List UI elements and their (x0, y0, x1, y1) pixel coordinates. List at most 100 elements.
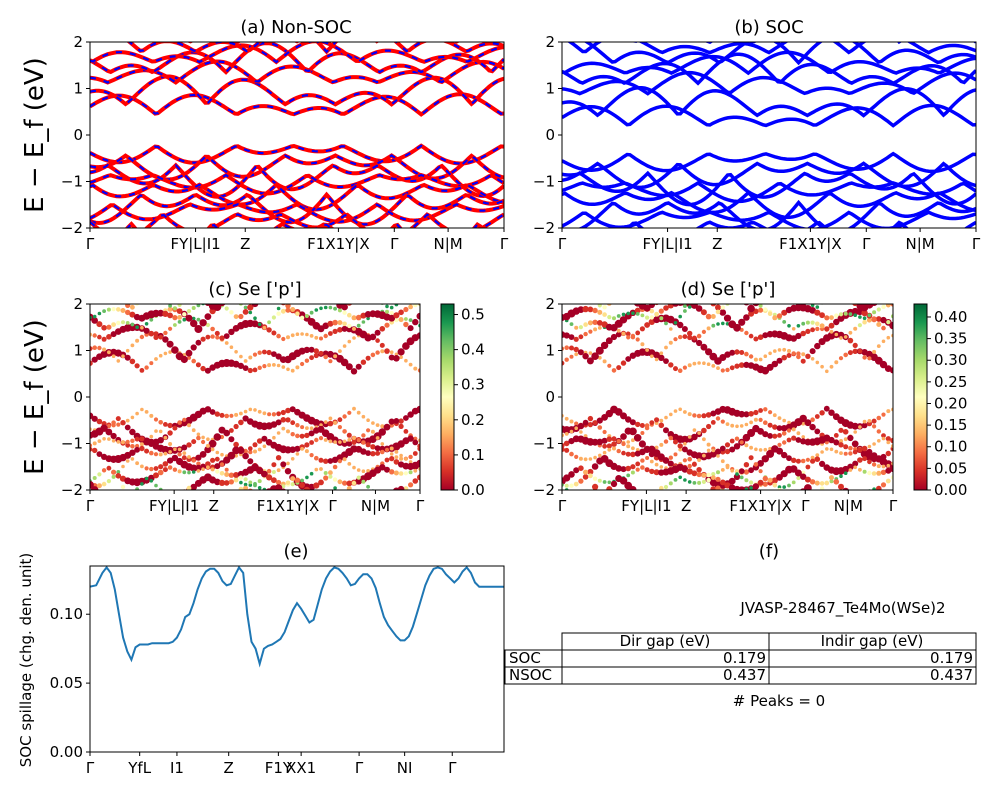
projection-point (196, 469, 201, 473)
projection-point (757, 428, 764, 435)
projection-point (758, 417, 763, 422)
projection-point (786, 455, 792, 462)
projection-point (838, 483, 844, 490)
projection-point (309, 426, 314, 431)
projection-point (384, 466, 390, 473)
projection-point (313, 348, 319, 354)
projection-point (706, 477, 711, 483)
projection-point (300, 447, 304, 451)
projection-point (242, 309, 249, 315)
projection-point (289, 446, 297, 454)
projection-point (398, 309, 404, 316)
projection-point (154, 429, 158, 433)
projection-point (243, 485, 249, 490)
projection-point (796, 431, 801, 436)
projection-point (606, 486, 613, 490)
projection-point (385, 309, 389, 314)
projection-point (314, 335, 319, 340)
projection-point (847, 434, 854, 442)
projection-point (815, 360, 820, 365)
projection-point (253, 483, 257, 488)
band-line-7-0 (625, 220, 976, 228)
projection-point (649, 468, 655, 475)
projection-point (329, 490, 333, 494)
projection-point (787, 349, 791, 353)
projection-point (638, 440, 647, 448)
projection-point (814, 342, 821, 350)
projection-point (744, 443, 749, 448)
projection-point (370, 444, 376, 450)
projection-point (596, 417, 603, 424)
projection-point (743, 411, 750, 418)
projection-point (375, 338, 380, 343)
projection-point (686, 468, 693, 475)
projection-point (271, 470, 276, 474)
projection-point (256, 438, 263, 444)
projection-point (753, 357, 758, 362)
projection-point (744, 487, 749, 490)
projection-point (592, 420, 598, 426)
projection-point (375, 436, 380, 440)
projection-point (210, 334, 215, 339)
projection-point (172, 467, 178, 472)
projection-point (177, 315, 183, 320)
projection-point (597, 326, 602, 330)
projection-point (814, 428, 821, 435)
projection-point (398, 418, 404, 424)
projection-point (725, 465, 730, 470)
projection-point (286, 367, 290, 372)
projection-point (782, 347, 787, 352)
projection-point (101, 336, 107, 342)
x-tick-label: XX1 (286, 759, 316, 777)
projection-point (885, 436, 891, 442)
projection-point (140, 464, 144, 469)
x-tick-label: Γ (416, 497, 425, 515)
projection-point (338, 440, 342, 444)
projection-point (380, 449, 385, 455)
projection-point (635, 461, 641, 467)
projection-point (795, 437, 802, 443)
projection-point (91, 356, 98, 363)
projection-point (347, 410, 352, 415)
projection-point (398, 423, 404, 429)
projection-point (276, 333, 281, 339)
projection-point (621, 331, 626, 336)
projection-point (719, 445, 726, 452)
projection-point (96, 483, 102, 489)
projection-point (299, 433, 305, 439)
projection-point (333, 306, 337, 311)
projection-point (696, 413, 702, 419)
projection-point (577, 306, 585, 313)
projection-point (852, 348, 858, 354)
projection-point (710, 475, 716, 480)
projection-point (781, 451, 788, 459)
projection-point (238, 486, 244, 490)
projection-point (134, 363, 140, 369)
projection-point (191, 316, 196, 321)
projection-point (763, 407, 768, 412)
projection-point (379, 464, 386, 471)
projection-point (281, 336, 286, 342)
projection-point (199, 451, 207, 458)
projection-point (115, 473, 122, 479)
projection-point (602, 312, 607, 317)
projection-point (562, 346, 565, 351)
projection-point (360, 359, 367, 365)
projection-point (168, 326, 173, 331)
projection-point (228, 328, 235, 336)
projection-point (337, 459, 342, 464)
projection-point (361, 320, 366, 324)
projection-point (587, 320, 593, 326)
projection-point (389, 446, 394, 451)
projection-point (379, 326, 386, 332)
projection-point (714, 448, 722, 455)
projection-point (139, 436, 145, 442)
projection-point (347, 312, 352, 318)
projection-point (768, 446, 772, 451)
projection-point (673, 321, 678, 325)
projection-point (333, 486, 337, 490)
projection-point (583, 434, 588, 438)
projection-point (308, 430, 315, 437)
projection-point (631, 438, 635, 443)
projection-point (102, 309, 106, 313)
